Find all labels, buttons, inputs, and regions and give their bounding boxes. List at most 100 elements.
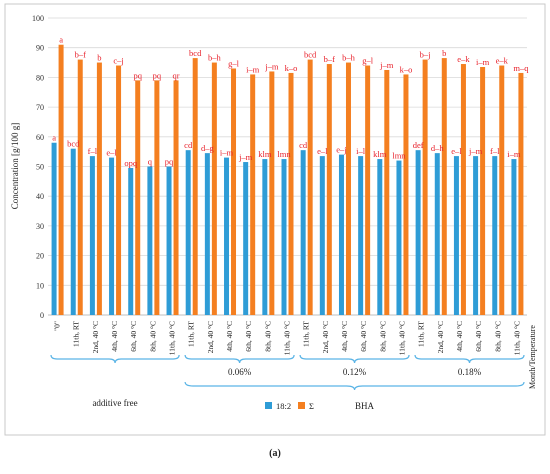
significance-letter: e–l — [451, 146, 462, 156]
bar-18-2 — [300, 150, 306, 315]
bar-sum — [96, 62, 102, 315]
x-tick-label: 8th, 40 °C — [263, 321, 272, 352]
bar-18-2 — [319, 156, 325, 315]
significance-letter: cd — [184, 140, 193, 150]
bar-18-2 — [89, 156, 95, 315]
x-tick-label: 8th, 40 °C — [148, 321, 157, 352]
x-tick-label: 2nd, 40 °C — [436, 321, 445, 353]
group-label: 0.06% — [228, 367, 252, 377]
bar-sum — [192, 58, 198, 315]
significance-letter: opq — [124, 158, 138, 168]
significance-letter: c–j — [113, 56, 123, 66]
significance-letter: k–o — [285, 63, 298, 73]
x-tick-label: 2nd, 40 °C — [206, 321, 215, 353]
x-tick-label: 4th, 40 °C — [455, 321, 464, 352]
bar-sum — [77, 59, 83, 315]
x-tick-label: 11th, 40 °C — [168, 321, 177, 355]
y-axis-ticks: 0 10 20 30 40 50 60 70 80 90 100 — [32, 14, 44, 320]
bar-sum — [211, 62, 217, 315]
significance-letter: j–m — [264, 61, 279, 71]
group-brace — [50, 354, 180, 364]
bar-sum — [135, 80, 141, 316]
significance-letter: pq — [165, 157, 174, 167]
significance-letter: e–k — [457, 54, 470, 64]
bar-18-2 — [185, 150, 191, 315]
significance-letter: k–o — [400, 64, 413, 74]
significance-letter: m–q — [513, 63, 529, 73]
x-tick-label: 4th, 40 °C — [110, 321, 119, 352]
legend-label-18-2: 18:2 — [276, 401, 291, 411]
y-tick-label: 100 — [32, 14, 44, 23]
group-label: 0.12% — [343, 367, 367, 377]
category-labels: "0" 11th, RT 2nd, 40 °C 4th, 40 °C 6th, 40 °… — [53, 321, 522, 356]
bar-18-2 — [204, 153, 210, 315]
bar-18-2 — [473, 156, 479, 315]
x-tick-label: 11th, 40 °C — [283, 321, 292, 355]
significance-letter: cd — [299, 140, 308, 150]
bar-18-2 — [492, 156, 498, 315]
bar-sum — [173, 80, 179, 316]
significance-letter: d–g — [201, 143, 215, 153]
y-tick-label: 80 — [36, 73, 44, 82]
bha-brace — [184, 381, 525, 391]
x-tick-label: 8th, 40 °C — [378, 321, 387, 352]
significance-letter: j–m — [238, 152, 253, 162]
x-axis-label: Month/Temperature — [528, 325, 537, 389]
y-tick-label: 0 — [40, 311, 44, 320]
x-tick-label: 11th, RT — [417, 321, 426, 347]
x-tick-label: 11th, RT — [72, 321, 81, 347]
bar-sum — [231, 68, 237, 316]
significance-letter: e–l — [106, 148, 117, 158]
significance-letter: pq — [153, 70, 162, 80]
bar-sum — [480, 67, 486, 315]
significance-letter: j–m — [468, 146, 483, 156]
group-label: additive free — [92, 398, 137, 408]
bar-18-2 — [338, 154, 344, 315]
bar-18-2 — [243, 162, 249, 315]
bar-18-2 — [453, 156, 459, 315]
y-tick-label: 60 — [36, 133, 44, 142]
significance-letter: e–j — [336, 145, 346, 155]
x-tick-label: 11th, 40 °C — [512, 321, 521, 355]
significance-letter: b–j — [420, 50, 431, 60]
significance-letter: b–h — [208, 53, 222, 63]
significance-letter: klm — [258, 149, 272, 159]
bar-18-2 — [109, 157, 115, 315]
figure-label: (a) — [269, 448, 281, 459]
bar-18-2 — [166, 166, 172, 315]
x-tick-label: 11th, RT — [187, 321, 196, 347]
bar-sum — [116, 65, 122, 316]
bar-18-2 — [147, 166, 153, 315]
bar-18-2 — [415, 150, 421, 315]
bar-sum — [403, 74, 409, 316]
bar-18-2 — [434, 153, 440, 315]
bar-sum — [307, 59, 313, 315]
significance-letter: lmn — [392, 151, 406, 161]
bar-18-2 — [377, 159, 383, 315]
significance-letter: i–m — [220, 148, 234, 158]
y-axis-label: Concentration [g/100 g] — [10, 123, 20, 209]
significance-letter: b–f — [324, 54, 336, 64]
bar-18-2 — [128, 167, 134, 315]
significance-letter: i–m — [507, 149, 521, 159]
significance-letter: i–m — [476, 57, 490, 67]
bar-sum — [384, 69, 390, 315]
legend-swatch-sum — [298, 402, 305, 409]
x-tick-label: 6th, 40 °C — [244, 321, 253, 352]
bar-18-2 — [358, 156, 364, 315]
legend-label-sum: Σ — [309, 401, 314, 411]
x-tick-label: 6th, 40 °C — [474, 321, 483, 352]
bar-18-2 — [511, 159, 517, 315]
y-tick-label: 70 — [36, 103, 44, 112]
y-tick-label: 40 — [36, 192, 44, 201]
group-brace — [414, 354, 525, 364]
y-tick-label: 30 — [36, 222, 44, 231]
y-tick-label: 10 — [36, 281, 44, 290]
significance-letter: j–m — [379, 60, 394, 70]
significance-letter: def — [413, 140, 424, 150]
significance-letter: bcd — [67, 139, 80, 149]
bar-18-2 — [70, 148, 76, 315]
bar-sum — [441, 58, 447, 315]
